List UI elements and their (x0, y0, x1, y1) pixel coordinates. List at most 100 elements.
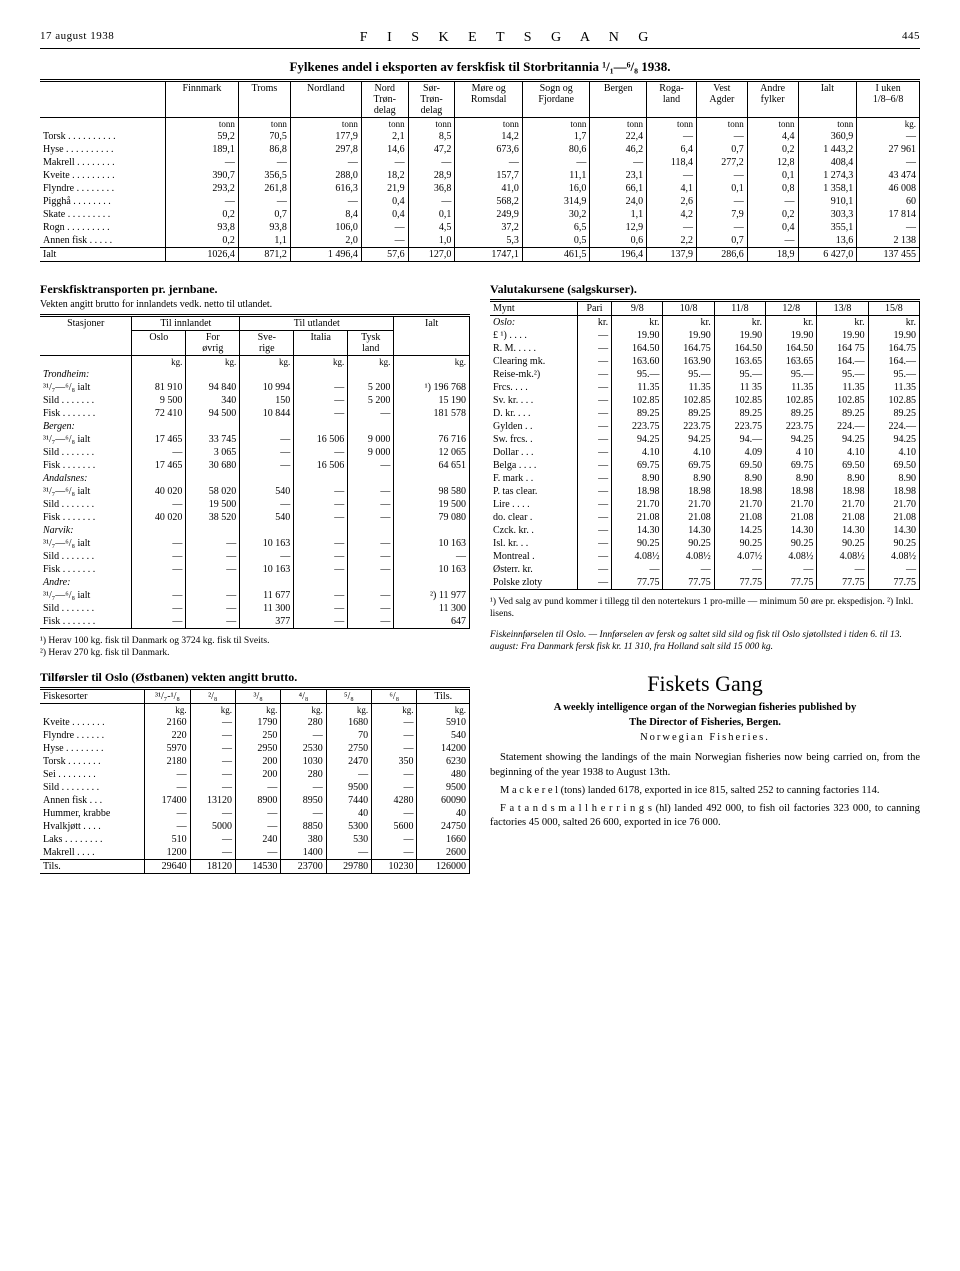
cell: — (590, 156, 647, 169)
cell: 22,4 (590, 130, 647, 143)
cell: 16 506 (294, 433, 348, 446)
table-row: Flyndre . . . . . . . .293,2261,8616,321… (40, 182, 920, 195)
cell (40, 356, 132, 369)
header-cell: Bergen (590, 81, 647, 118)
cell: 9 000 (348, 446, 394, 459)
table-row: £ ¹) . . . .—19.9019.9019.9019.9019.9019… (490, 329, 920, 342)
cell: 480 (417, 768, 470, 781)
cell: 0,7 (238, 208, 290, 221)
cell: 390,7 (166, 169, 239, 182)
cell: — (714, 563, 765, 576)
cell: 1 274,3 (798, 169, 857, 182)
cell: 90.25 (663, 537, 714, 550)
cell: Makrell . . . . . . . . (40, 156, 166, 169)
table-row: Oslo:kr.kr.kr.kr.kr.kr.kr. (490, 316, 920, 330)
cell: — (132, 537, 186, 550)
cell: 21.70 (817, 498, 868, 511)
cell: kr. (868, 316, 919, 330)
cell: — (190, 846, 235, 860)
cell: 1,7 (522, 130, 590, 143)
cell: 177,9 (290, 130, 361, 143)
cell: 94.25 (663, 433, 714, 446)
cell: Sw. frcs. . (490, 433, 577, 446)
cell: 15 190 (394, 394, 470, 407)
cell: Montreal . (490, 550, 577, 563)
cell: 0,4 (747, 221, 798, 234)
cell: — (290, 156, 361, 169)
cell: 4.10 (663, 446, 714, 459)
cell: 0,4 (361, 208, 408, 221)
cell: 360,9 (798, 130, 857, 143)
gang-title: Fiskets Gang (490, 671, 920, 697)
cell (394, 420, 470, 433)
cell: 18120 (190, 859, 235, 873)
cell: Gylden . . (490, 420, 577, 433)
cell: 8950 (281, 794, 326, 807)
header-cell: 10/8 (663, 301, 714, 316)
cell: 40 (417, 807, 470, 820)
table-row: Andalsnes: (40, 472, 470, 485)
cell: kr. (766, 316, 817, 330)
cell: — (166, 156, 239, 169)
gang-body: Statement showing the landings of the ma… (490, 751, 920, 830)
cell: tonn (590, 118, 647, 131)
cell: kr. (817, 316, 868, 330)
cell: 4.10 (868, 446, 919, 459)
cell: 106,0 (290, 221, 361, 234)
cell: 77.75 (766, 576, 817, 590)
cell: 19 500 (394, 498, 470, 511)
cell: ³¹/₇—⁶/₈ ialt (40, 537, 132, 550)
cell: 8,4 (290, 208, 361, 221)
cell: — (294, 498, 348, 511)
gang-p2: M a c k e r e l (tons) landed 6178, expo… (490, 784, 920, 798)
cell: — (455, 156, 523, 169)
header-cell: ³/₈ (235, 688, 280, 703)
cell: 220 (145, 729, 190, 742)
cell: Sild . . . . . . . (40, 446, 132, 459)
cell: — (326, 768, 371, 781)
cell: 4.08½ (663, 550, 714, 563)
cell: — (577, 511, 611, 524)
page-header: 17 august 1938 F I S K E T S G A N G 445 (40, 30, 920, 49)
cell: 163.60 (612, 355, 663, 368)
cell: — (577, 537, 611, 550)
cell: 1,0 (408, 234, 455, 248)
cell: tonn (238, 118, 290, 131)
cell: 16 506 (294, 459, 348, 472)
cell: Trondheim: (40, 368, 132, 381)
cell: 18,9 (747, 248, 798, 262)
cell: Annen fisk . . . (40, 794, 145, 807)
cell: 2160 (145, 716, 190, 729)
cell: 0,2 (747, 208, 798, 221)
cell: 24750 (417, 820, 470, 833)
cell: 2950 (235, 742, 280, 755)
cell: 2,6 (647, 195, 697, 208)
cell: 163.90 (663, 355, 714, 368)
cell: 30 680 (186, 459, 240, 472)
cell: kg. (281, 703, 326, 716)
header-title: F I S K E T S G A N G (360, 30, 657, 46)
header-cell: 9/8 (612, 301, 663, 316)
cell: 297,8 (290, 143, 361, 156)
cell: 5 200 (348, 394, 394, 407)
cell: P. tas clear. (490, 485, 577, 498)
cell: tonn (455, 118, 523, 131)
cell: — (294, 602, 348, 615)
table-row: Frcs. . . .—11.3511.3511 3511.3511.3511.… (490, 381, 920, 394)
cell: — (186, 550, 240, 563)
cell: 510 (145, 833, 190, 846)
cell: 94 500 (186, 407, 240, 420)
table-row: Fisk . . . . . . .——377——647 (40, 615, 470, 629)
cell: 0,7 (696, 143, 747, 156)
cell: 2,2 (647, 234, 697, 248)
cell: 69.75 (663, 459, 714, 472)
cell: 18.98 (714, 485, 765, 498)
cell: 21.70 (766, 498, 817, 511)
cell (348, 576, 394, 589)
cell: 164.75 (663, 342, 714, 355)
cell: — (348, 511, 394, 524)
cell: 10230 (372, 859, 417, 873)
cell: 76 716 (394, 433, 470, 446)
cell: 60090 (417, 794, 470, 807)
cell: 90.25 (714, 537, 765, 550)
